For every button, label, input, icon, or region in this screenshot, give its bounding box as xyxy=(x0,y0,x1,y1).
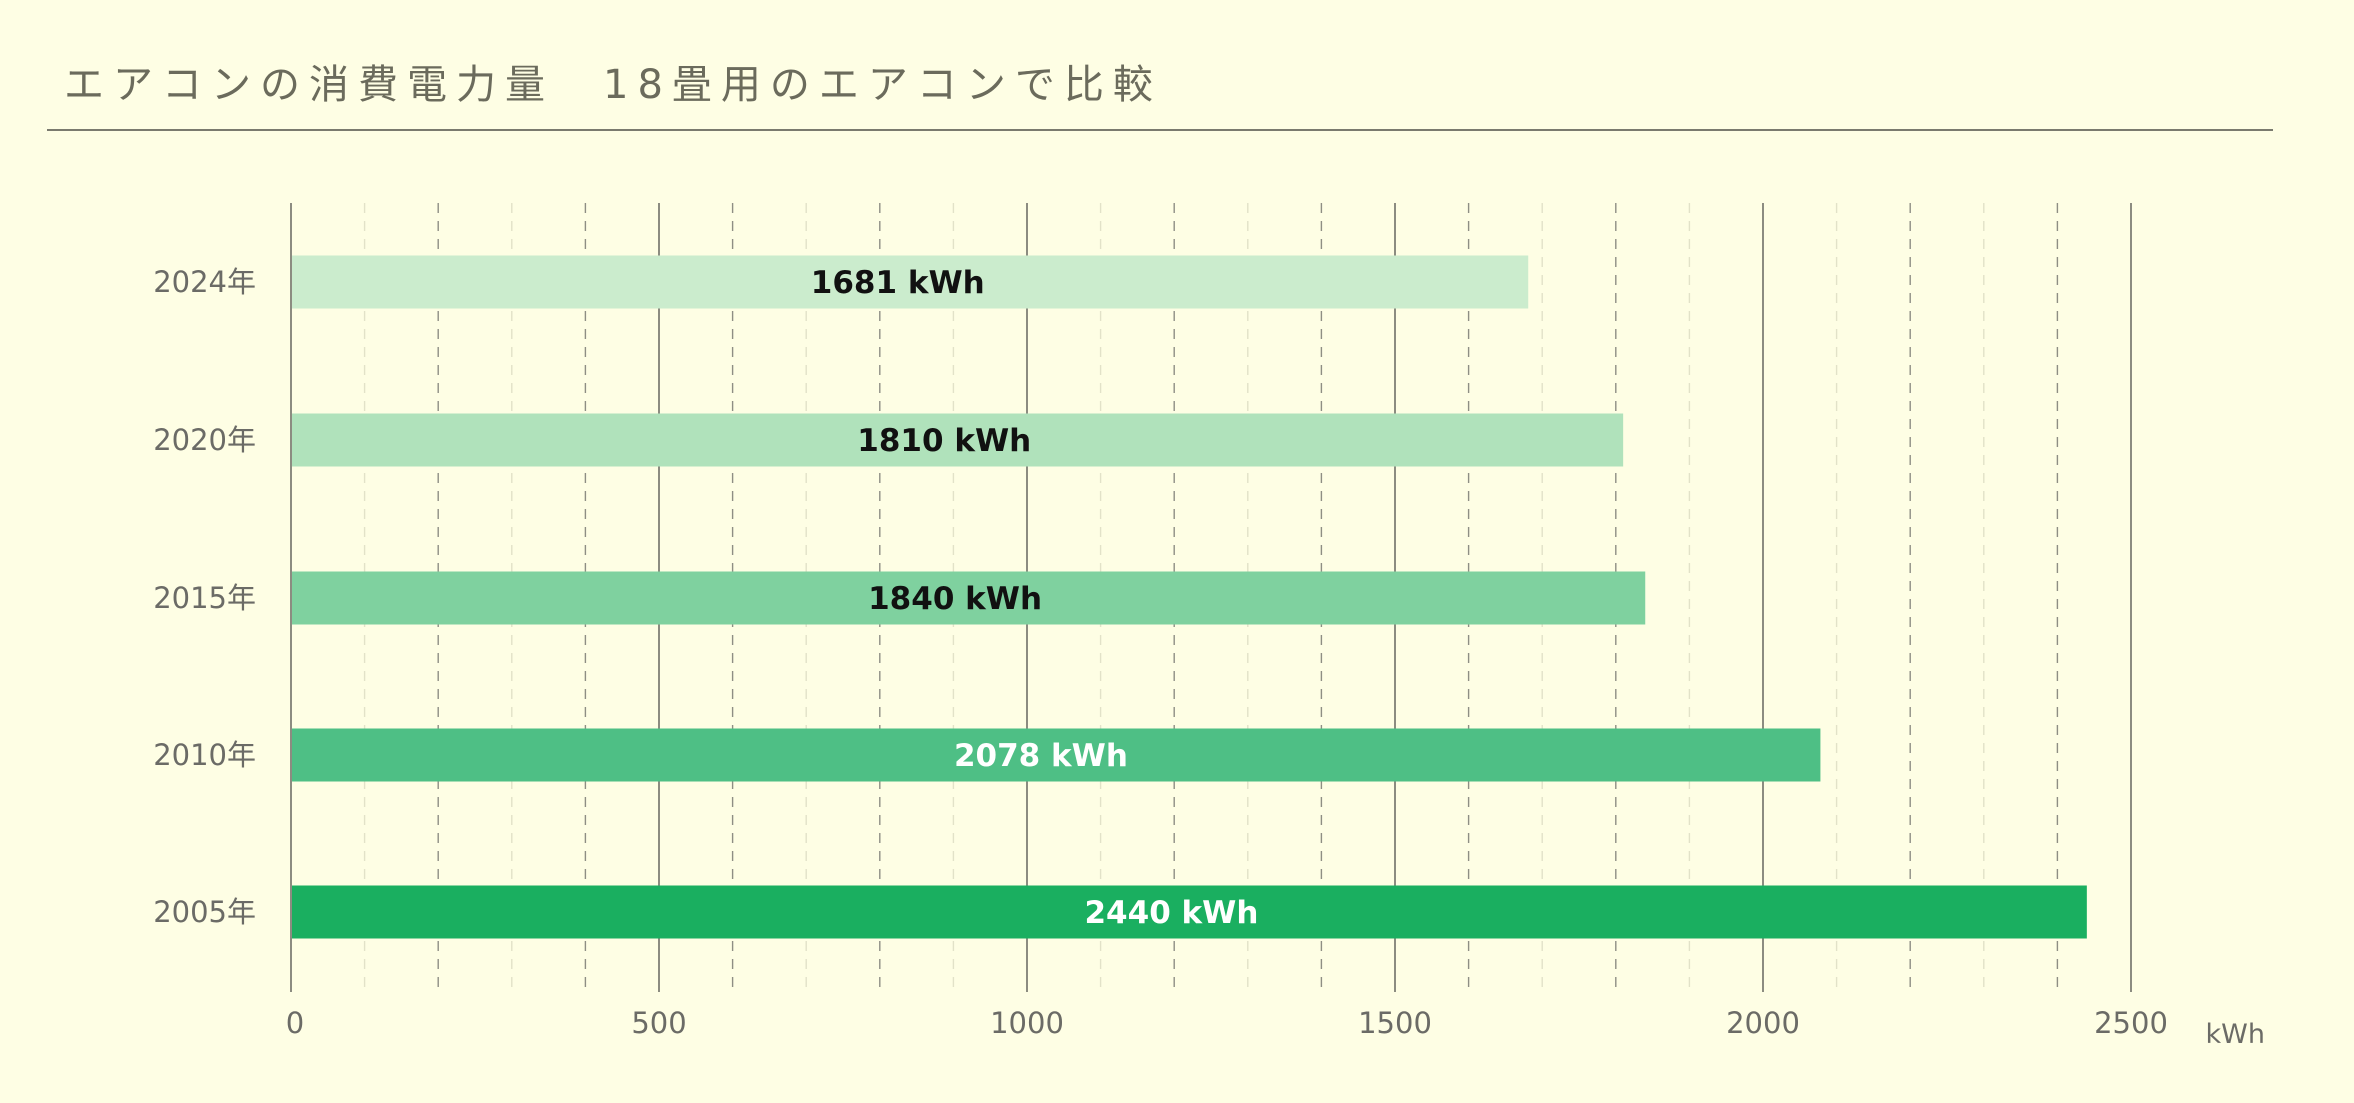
bar-2015年 xyxy=(292,571,1646,625)
bar-2005年 xyxy=(292,885,2087,939)
value-label: 1840 kWh xyxy=(868,581,1042,617)
category-label: 2015年 xyxy=(153,581,256,615)
grid-lines xyxy=(290,203,2132,992)
title-divider xyxy=(47,129,2273,131)
x-tick-label: 500 xyxy=(631,1006,686,1040)
value-label: 2078 kWh xyxy=(954,738,1128,774)
x-tick-label: 2000 xyxy=(1726,1006,1800,1040)
x-tick-label: 2500 xyxy=(2094,1006,2168,1040)
x-tick-label: 1500 xyxy=(1358,1006,1432,1040)
category-label: 2024年 xyxy=(153,265,256,299)
value-label: 1681 kWh xyxy=(811,265,985,301)
x-unit-label: kWh xyxy=(2206,1019,2265,1050)
value-label: 2440 kWh xyxy=(1084,895,1258,931)
x-tick-label: 1000 xyxy=(990,1006,1064,1040)
category-label: 2010年 xyxy=(153,738,256,772)
bars xyxy=(292,255,2087,939)
bar-2020年 xyxy=(292,413,1624,467)
category-label: 2020年 xyxy=(153,423,256,457)
labels: 2024年 1681 kWh 2020年 1810 kWh 2015年 1840 kWh 2… xyxy=(153,265,2265,1050)
value-label: 1810 kWh xyxy=(857,423,1031,459)
chart-title: エアコンの消費電力量 18畳用のエアコンで比較 xyxy=(64,62,1162,108)
x-tick-label: 0 xyxy=(286,1006,304,1040)
category-label: 2005年 xyxy=(153,895,256,929)
bar-2010年 xyxy=(292,728,1821,782)
bar-2024年 xyxy=(292,255,1529,309)
